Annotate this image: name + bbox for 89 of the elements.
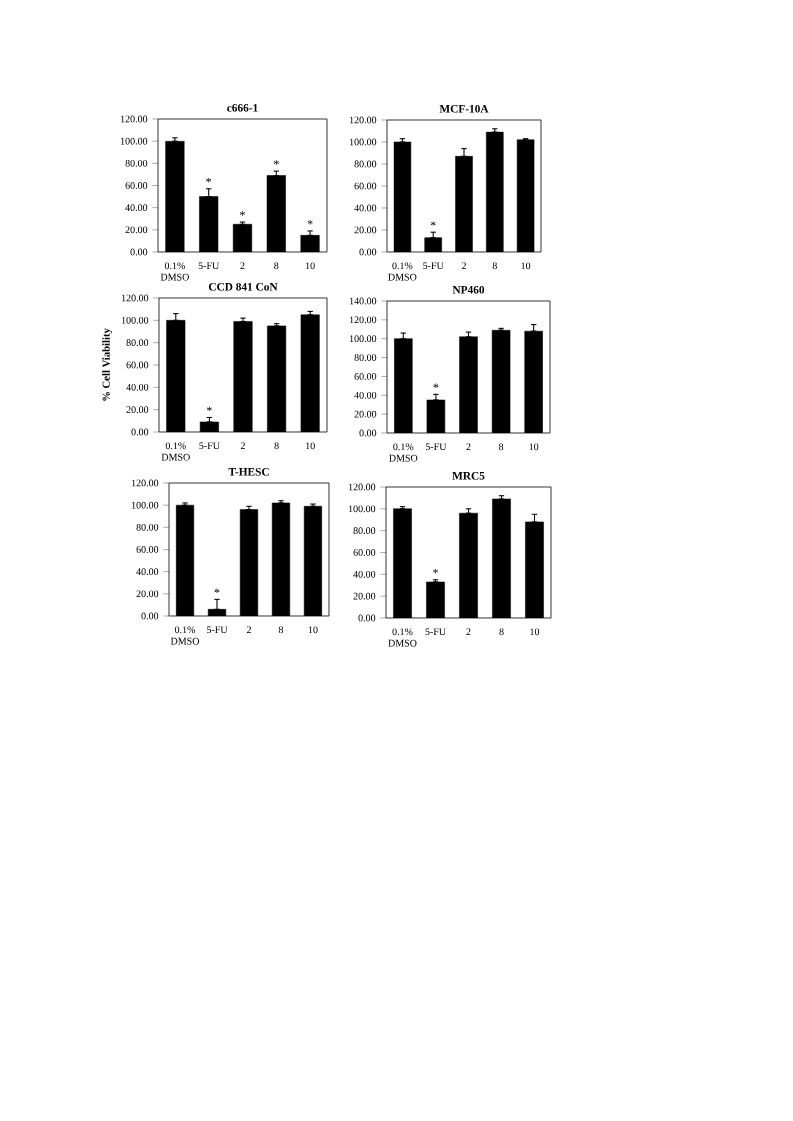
y-tick-label: 40.00 xyxy=(136,568,159,576)
y-tick-label: 80.00 xyxy=(136,523,159,531)
y-tick-label: 120.00 xyxy=(349,116,377,124)
x-tick-label: 2 xyxy=(240,442,245,450)
x-tick-label: 8 xyxy=(274,442,279,450)
chart-title: c666-1 xyxy=(227,103,258,112)
x-tick-label: 2 xyxy=(466,443,471,451)
annotation: * xyxy=(433,383,439,388)
x-tick-label: 8 xyxy=(278,626,284,634)
y-tick-label: 80.00 xyxy=(126,339,149,347)
y-tick-label: 20.00 xyxy=(354,410,377,418)
y-axis-title: % Cell Viability xyxy=(102,328,112,401)
y-tick-label: 80.00 xyxy=(353,527,376,535)
x-tick-label: 10 xyxy=(306,442,315,450)
y-tick-label: 60.00 xyxy=(126,361,149,369)
y-tick-label: 120.00 xyxy=(121,294,149,302)
y-tick-label: 20.00 xyxy=(125,226,148,234)
y-tick-label: 40.00 xyxy=(125,204,148,212)
y-tick-label: 120.00 xyxy=(120,115,148,123)
y-tick-label: 20.00 xyxy=(353,592,376,600)
annotation: * xyxy=(214,588,220,593)
chart-title: T-HESC xyxy=(228,468,269,476)
x-tick-label: 10 xyxy=(308,626,318,634)
x-tick-label: 5-FU xyxy=(423,262,444,270)
y-tick-label: 120.00 xyxy=(348,483,376,491)
y-tick-label: 0.00 xyxy=(358,614,376,622)
x-tick-label: 10 xyxy=(529,443,539,451)
y-tick-label: 100.00 xyxy=(348,505,376,513)
y-tick-label: 100.00 xyxy=(131,501,159,509)
x-tick-label: 8 xyxy=(492,262,497,270)
annotation: * xyxy=(273,160,279,165)
y-tick-label: 0.00 xyxy=(359,248,377,256)
y-tick-label: 20.00 xyxy=(136,590,159,598)
annotation: * xyxy=(430,221,436,226)
y-tick-label: 40.00 xyxy=(354,204,377,212)
y-tick-label: 60.00 xyxy=(354,373,377,380)
chart-title: NP460 xyxy=(452,285,485,294)
x-tick-label: 10 xyxy=(530,628,540,636)
annotation: * xyxy=(433,568,438,574)
y-tick-label: 40.00 xyxy=(353,570,376,578)
y-tick-label: 100.00 xyxy=(349,138,377,146)
x-tick-label: 0.1% DMSO xyxy=(161,442,190,461)
x-tick-label: 8 xyxy=(499,628,504,636)
y-tick-label: 0.00 xyxy=(141,612,159,620)
x-tick-label: 5-FU xyxy=(199,442,220,450)
x-tick-label: 2 xyxy=(246,626,251,634)
chart-title: MRC5 xyxy=(452,472,485,480)
y-tick-label: 100.00 xyxy=(120,137,148,145)
chart-title: CCD 841 CoN xyxy=(208,282,278,291)
y-tick-label: 60.00 xyxy=(353,549,376,556)
annotation: * xyxy=(307,220,313,225)
y-tick-label: 20.00 xyxy=(354,226,377,234)
x-tick-label: 5-FU xyxy=(207,626,228,634)
y-tick-label: 80.00 xyxy=(354,354,377,361)
y-tick-label: 40.00 xyxy=(354,391,377,399)
y-tick-label: 100.00 xyxy=(349,335,377,343)
y-tick-label: 100.00 xyxy=(121,316,149,324)
y-tick-label: 60.00 xyxy=(354,182,377,190)
x-tick-label: 0.1% DMSO xyxy=(388,628,417,647)
x-tick-label: 8 xyxy=(498,443,504,451)
annotation: * xyxy=(206,178,212,183)
x-tick-label: 5-FU xyxy=(198,262,220,270)
y-tick-label: 60.00 xyxy=(136,546,159,553)
y-tick-label: 80.00 xyxy=(125,159,148,167)
x-tick-label: 0.1% DMSO xyxy=(388,262,417,281)
y-tick-label: 140.00 xyxy=(349,297,377,305)
x-tick-label: 0.1% DMSO xyxy=(389,443,418,462)
chart-title: MCF-10A xyxy=(439,104,489,113)
y-tick-label: 0.00 xyxy=(131,428,149,436)
y-tick-label: 20.00 xyxy=(126,406,149,414)
y-tick-label: 120.00 xyxy=(349,316,377,324)
y-tick-label: 40.00 xyxy=(126,383,149,391)
y-tick-label: 0.00 xyxy=(359,429,377,437)
x-tick-label: 5-FU xyxy=(425,443,447,451)
y-tick-label: 0.00 xyxy=(130,248,148,256)
x-tick-label: 2 xyxy=(466,628,471,636)
x-tick-label: 10 xyxy=(521,262,531,270)
y-tick-label: 60.00 xyxy=(125,182,148,189)
y-tick-label: 80.00 xyxy=(354,160,377,168)
x-tick-label: 2 xyxy=(461,262,466,270)
x-tick-label: 0.1% DMSO xyxy=(170,626,200,645)
x-tick-label: 2 xyxy=(240,262,245,270)
x-tick-label: 10 xyxy=(305,262,315,270)
x-tick-label: 5-FU xyxy=(425,628,446,636)
annotation: * xyxy=(240,211,245,216)
y-tick-label: 120.00 xyxy=(131,479,159,487)
annotation: * xyxy=(206,406,212,412)
x-tick-label: 0.1% DMSO xyxy=(160,262,189,281)
x-tick-label: 8 xyxy=(274,262,279,270)
